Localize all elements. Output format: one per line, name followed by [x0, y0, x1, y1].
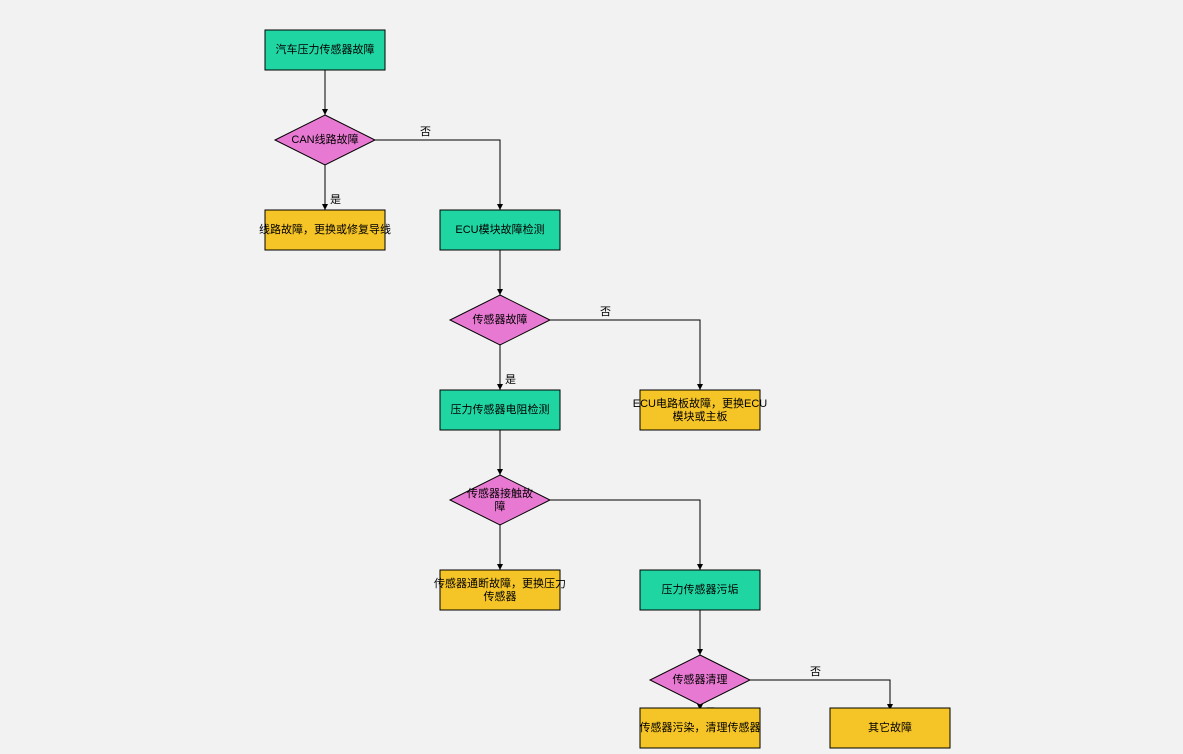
node-label: 传感器清理 [673, 673, 728, 686]
edge-label: 否 [810, 666, 821, 678]
node-label: 汽车压力传感器故障 [276, 42, 375, 56]
flowchart-canvas: 是否是否是否 汽车压力传感器故障CAN线路故障线路故障，更换或修复导线ECU模块… [0, 0, 1183, 754]
edge [550, 500, 700, 570]
edge [550, 320, 700, 390]
node-t4: 传感器污染，清理传感器 [640, 708, 761, 748]
node-d4: 传感器清理 [650, 655, 750, 705]
edge [375, 140, 500, 210]
node-label: 线路故障，更换或修复导线 [259, 222, 391, 236]
node-d1: CAN线路故障 [275, 115, 375, 165]
node-p3: 压力传感器电阻检测 [440, 390, 560, 430]
node-t2: ECU电路板故障，更换ECU模块或主板 [633, 390, 768, 430]
node-label: 传感器故障 [473, 312, 528, 326]
node-label: 压力传感器电阻检测 [451, 402, 550, 416]
edges-group: 是否是否是否 [325, 70, 890, 719]
nodes-group: 汽车压力传感器故障CAN线路故障线路故障，更换或修复导线ECU模块故障检测传感器… [259, 30, 950, 748]
node-t5: 其它故障 [830, 708, 950, 748]
edge-label: 是 [330, 193, 341, 206]
edge [750, 680, 890, 710]
node-d2: 传感器故障 [450, 295, 550, 345]
node-label: CAN线路故障 [291, 132, 358, 146]
node-label: 压力传感器污垢 [662, 583, 739, 596]
edge-label: 否 [600, 306, 611, 318]
node-start: 汽车压力传感器故障 [265, 30, 385, 70]
node-label: 传感器污染，清理传感器 [640, 720, 761, 734]
edge-label: 是 [505, 373, 516, 386]
node-d3: 传感器接触故障 [450, 475, 550, 525]
edge-label: 否 [420, 126, 431, 138]
node-t3: 传感器通断故障，更换压力传感器 [434, 570, 566, 610]
node-label: ECU模块故障检测 [455, 222, 544, 236]
node-label: 其它故障 [868, 720, 912, 734]
node-t1: 线路故障，更换或修复导线 [259, 210, 391, 250]
node-p4: 压力传感器污垢 [640, 570, 760, 610]
node-p2: ECU模块故障检测 [440, 210, 560, 250]
